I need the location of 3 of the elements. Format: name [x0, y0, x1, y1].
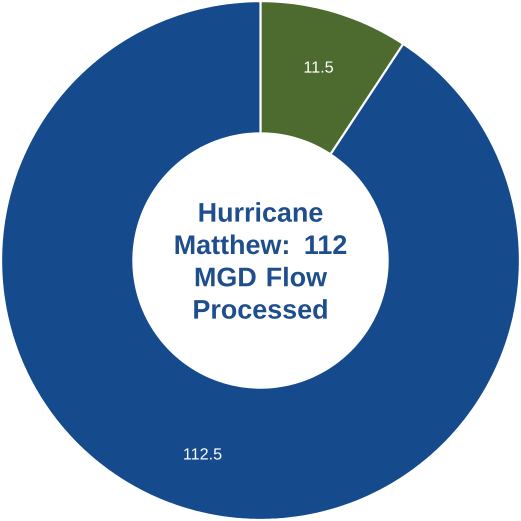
text: Hurricane Matthew: 112 MGD Flow Processed [176, 202, 346, 319]
data-label: 112.5 [184, 448, 222, 460]
data-label: 11.5 [304, 61, 333, 73]
